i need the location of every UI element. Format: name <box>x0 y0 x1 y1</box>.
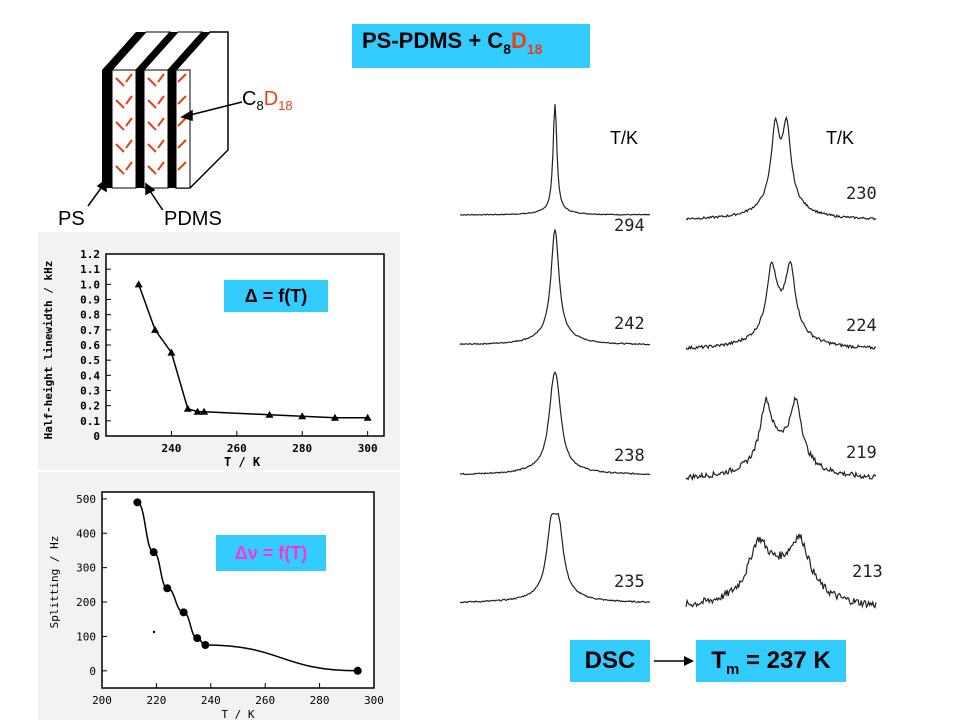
spectrum-temp-213: 213 <box>852 562 883 582</box>
linewidth-xtick-label: 240 <box>161 442 181 455</box>
spectrum-219 <box>685 396 877 481</box>
linewidth-ytick-label: 0.6 <box>80 339 100 352</box>
linewidth-point <box>363 413 372 421</box>
linewidth-point <box>134 280 143 288</box>
linewidth-ytick-label: 0.9 <box>80 294 100 307</box>
splitting-xtick-label: 220 <box>146 694 166 707</box>
linewidth-xtick-label: 300 <box>358 442 378 455</box>
right-column-header: T/K <box>826 128 855 148</box>
splitting-point <box>133 498 142 507</box>
spectrum-temp-242: 242 <box>614 314 645 334</box>
linewidth-ytick-label: 1.2 <box>80 248 100 261</box>
linewidth-ytick-label: 0.4 <box>80 369 100 382</box>
spectrum-temp-235: 235 <box>614 572 645 592</box>
dsc-label: DSC <box>570 640 650 682</box>
spectrum-224 <box>685 260 877 350</box>
linewidth-ytick-label: 1.1 <box>80 263 100 276</box>
spectrum-temp-294: 294 <box>614 216 645 236</box>
splitting-plot-frame <box>101 491 375 689</box>
splitting-point <box>201 641 210 650</box>
linewidth-point <box>265 410 274 418</box>
spectrum-temp-238: 238 <box>614 446 645 466</box>
spectrum-242 <box>459 229 651 346</box>
splitting-xtick-label: 200 <box>92 694 112 707</box>
splitting-ytick-label: 0 <box>89 665 96 678</box>
spectrum-294 <box>460 104 651 216</box>
linewidth-point <box>183 404 192 412</box>
spectrum-temp-219: 219 <box>846 443 877 463</box>
splitting-point <box>193 634 202 643</box>
linewidth-point <box>298 412 307 420</box>
spectrum-238 <box>459 371 651 476</box>
splitting-ytick-label: 100 <box>76 630 96 643</box>
linewidth-ytick-label: 0.5 <box>80 354 100 367</box>
splitting-xtick-label: 280 <box>310 694 330 707</box>
pdms-label: PDMS <box>164 208 222 230</box>
splitting-point <box>163 584 172 593</box>
tm-value: Tm = 237 K <box>696 640 846 682</box>
splitting-ytick-label: 200 <box>76 596 96 609</box>
linewidth-xtick-label: 260 <box>227 442 247 455</box>
linewidth-ytick-label: 0.3 <box>80 385 100 398</box>
linewidth-point <box>200 407 209 415</box>
splitting-plot: 0 100 200 300 400 500 200 220 240 260 280 300 Spli… <box>38 472 400 720</box>
spectrum-temp-230: 230 <box>846 184 877 204</box>
c8d18-label: C8D18 <box>242 88 293 113</box>
splitting-ytick-label: 500 <box>76 493 96 506</box>
linewidth-ylabel: Half-height linewidth / kHz <box>42 261 55 440</box>
left-column-header: T/K <box>610 128 639 148</box>
pointer-arrows <box>87 101 243 210</box>
splitting-xlabel: T / K <box>221 708 254 720</box>
slide-title: PS-PDMS + C8D18 <box>362 28 543 57</box>
splitting-ytick-label: 400 <box>76 527 96 540</box>
linewidth-ytick-label: 0.1 <box>80 415 100 428</box>
linewidth-point <box>151 325 160 333</box>
splitting-point <box>353 666 362 675</box>
linewidth-curve <box>138 284 368 419</box>
chain-dashes <box>115 73 187 175</box>
linewidth-ytick-label: 0 <box>93 430 100 443</box>
linewidth-xlabel: T / K <box>224 455 261 469</box>
spectrum-230 <box>685 115 877 221</box>
stray-dot <box>152 630 156 634</box>
linewidth-point <box>193 407 202 415</box>
splitting-equation: Δν = f(T) <box>216 535 326 571</box>
linewidth-point <box>167 348 176 356</box>
lamellar-diagram <box>87 31 243 210</box>
linewidth-ytick-label: 1.0 <box>80 278 100 291</box>
linewidth-ytick-label: 0.7 <box>80 324 100 337</box>
spectrum-temp-224: 224 <box>846 316 877 336</box>
linewidth-ytick-label: 0.2 <box>80 400 100 413</box>
linewidth-point <box>330 413 339 421</box>
splitting-xtick-label: 240 <box>201 694 221 707</box>
ps-label: PS <box>58 208 85 230</box>
splitting-point <box>149 548 158 557</box>
splitting-ytick-label: 300 <box>76 562 96 575</box>
splitting-xtick-label: 300 <box>364 694 384 707</box>
splitting-xtick-label: 260 <box>255 694 275 707</box>
spectrum-213 <box>685 533 877 609</box>
splitting-ylabel: Splitting / Hz <box>48 536 61 629</box>
spectrum-235 <box>459 512 651 604</box>
title-background <box>352 24 590 68</box>
linewidth-equation: Δ = f(T) <box>224 280 328 312</box>
linewidth-xtick-label: 280 <box>292 442 312 455</box>
dsc-arrow <box>654 656 694 666</box>
linewidth-plot: 0 0.1 0.2 0.3 0.4 0.5 0.6 0.7 0.8 0.9 1.0 1.1 1.2 24… <box>38 232 400 470</box>
nmr-spectra-panel <box>459 104 877 609</box>
splitting-point <box>179 608 188 617</box>
linewidth-ytick-label: 0.8 <box>80 309 100 322</box>
